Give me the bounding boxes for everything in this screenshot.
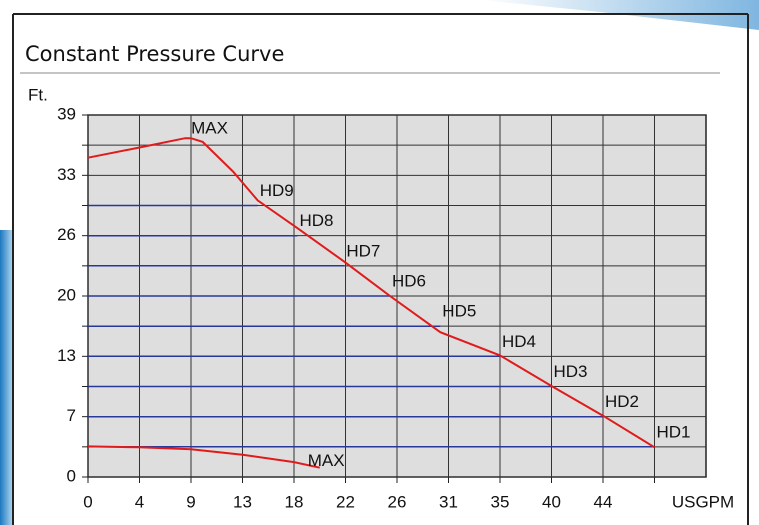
data-line [87, 137, 656, 449]
chart-title: Constant Pressure Curve [25, 42, 284, 66]
series-label: HD3 [554, 362, 588, 381]
x-tick-label: 9 [186, 492, 195, 511]
decoration [0, 230, 14, 525]
x-tick-label: 35 [491, 492, 510, 511]
y-axis-label: Ft. [28, 85, 48, 104]
x-tick-label: 13 [233, 492, 252, 511]
series-label: HD6 [392, 271, 426, 290]
series-label: MAX [308, 451, 345, 470]
y-tick-label: 39 [57, 104, 76, 123]
y-tick-label: 0 [67, 466, 76, 485]
y-tick-label: 26 [57, 225, 76, 244]
series-label: MAX [191, 119, 228, 138]
series-label: HD1 [657, 422, 691, 441]
y-tick-label: 13 [57, 346, 76, 365]
x-axis-label: USGPM [672, 492, 734, 511]
data-line [87, 445, 321, 469]
x-tick-label: 40 [542, 492, 561, 511]
x-tick-label: 0 [83, 492, 92, 511]
y-tick-label: 20 [57, 285, 76, 304]
y-tick-label: 7 [67, 406, 76, 425]
x-tick-label: 18 [285, 492, 304, 511]
decoration [480, 0, 759, 30]
y-tick-label: 33 [57, 165, 76, 184]
x-tick-label: 4 [135, 492, 144, 511]
x-tick-label: 44 [594, 492, 613, 511]
series-label: HD7 [346, 241, 380, 260]
series-label: HD2 [605, 392, 639, 411]
series-label: HD5 [442, 302, 476, 321]
series-label: HD4 [502, 332, 536, 351]
series-label: HD9 [260, 181, 294, 200]
x-tick-label: 26 [388, 492, 407, 511]
series-label: HD8 [300, 211, 334, 230]
x-tick-label: 31 [439, 492, 458, 511]
x-tick-label: 22 [336, 492, 355, 511]
